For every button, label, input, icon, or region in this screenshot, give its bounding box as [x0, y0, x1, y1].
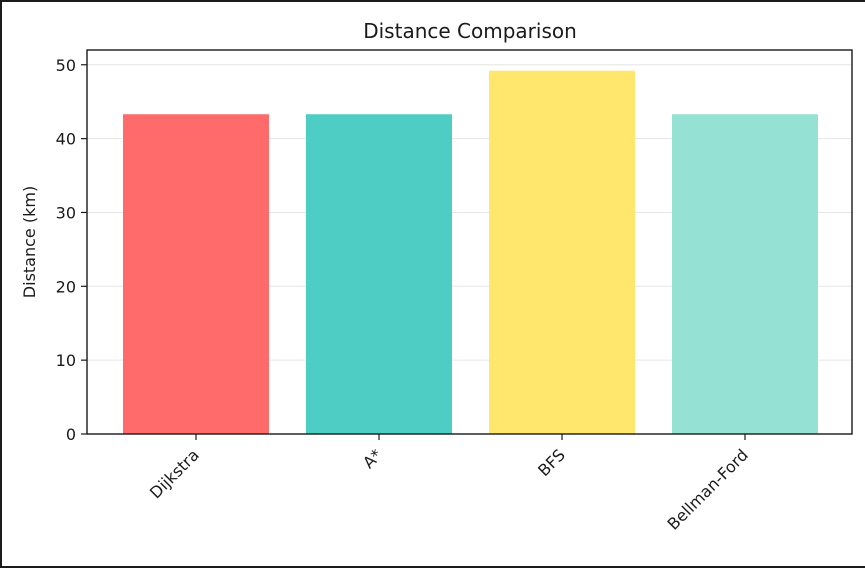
bar-a- — [306, 114, 452, 434]
y-tick-label: 40 — [56, 130, 76, 149]
y-axis-label: Distance (km) — [20, 186, 39, 298]
x-tick-label: A* — [359, 445, 386, 472]
chart-title: Distance Comparison — [363, 19, 577, 43]
bar-bellman-ford — [672, 114, 818, 434]
bars — [123, 70, 818, 434]
y-tick-label: 30 — [56, 203, 76, 222]
bar-bfs — [489, 70, 635, 434]
x-tick-label: Dijkstra — [146, 445, 203, 502]
y-ticks: 0 10 20 30 40 50 — [56, 56, 87, 444]
x-ticks: Dijkstra A* BFS Bellman-Ford — [146, 434, 752, 534]
y-tick-label: 20 — [56, 277, 76, 296]
y-tick-label: 50 — [56, 56, 76, 75]
x-tick-label: Bellman-Ford — [664, 445, 752, 533]
axes-frame — [86, 49, 853, 435]
axes — [86, 49, 853, 435]
y-tick-label: 10 — [56, 351, 76, 370]
bar-dijkstra — [123, 114, 269, 434]
x-tick-label: BFS — [534, 445, 569, 480]
y-tick-label: 0 — [66, 425, 76, 444]
